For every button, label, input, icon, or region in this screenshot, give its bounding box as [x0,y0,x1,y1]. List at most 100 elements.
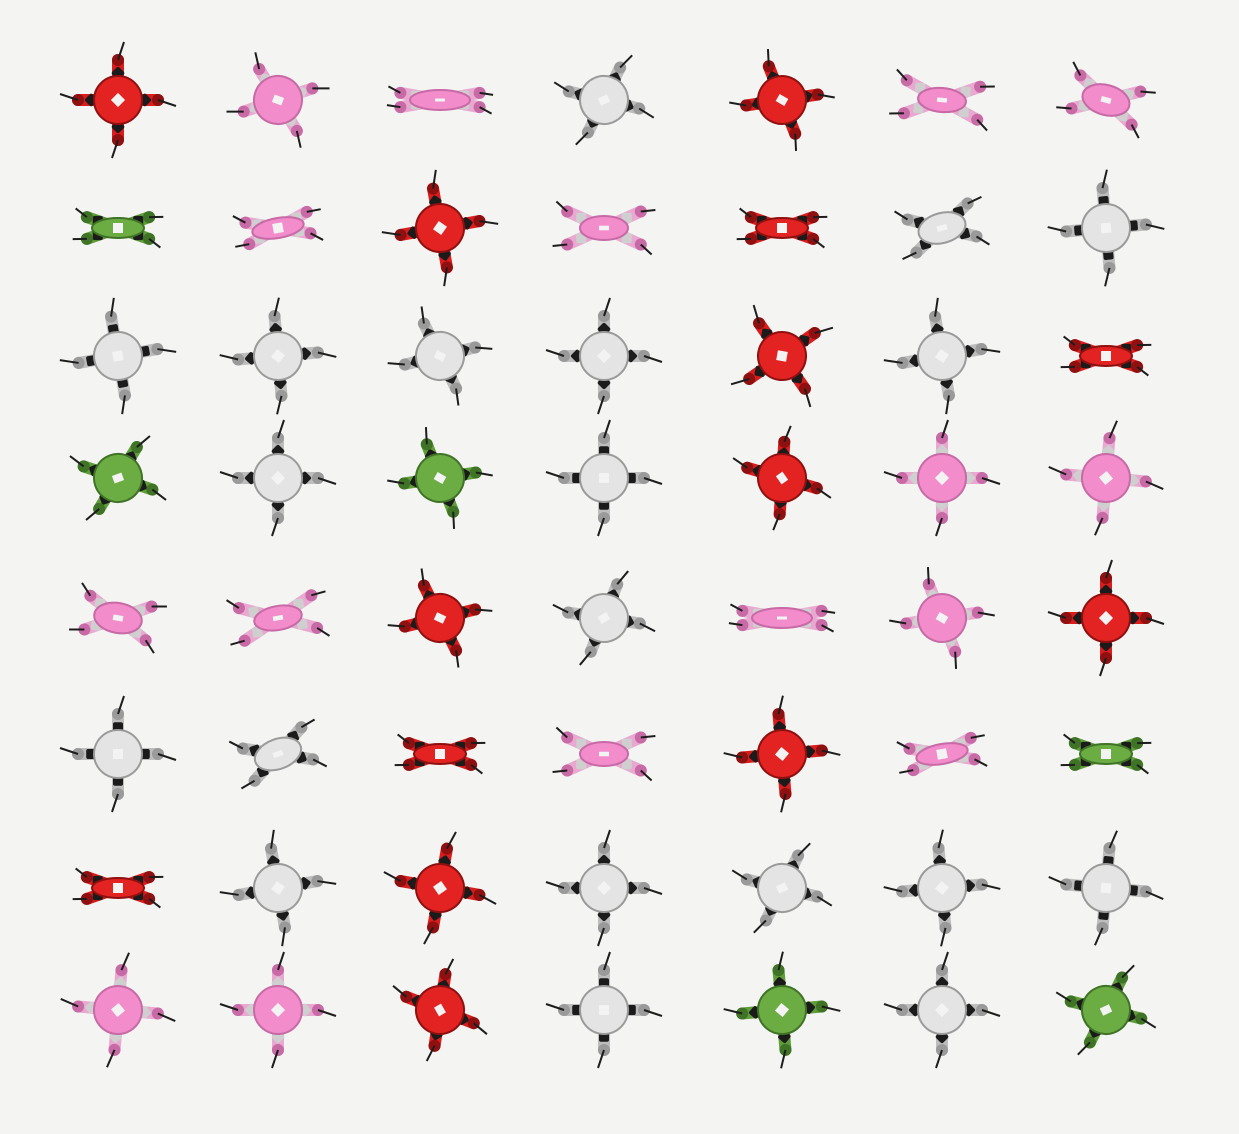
robot-gray-x-tilt [731,842,833,934]
robot-green-x-tilt [69,435,167,521]
robot-pin [432,169,437,189]
robot-pin [479,220,499,225]
robot-pin [772,513,781,531]
robot-top-plate [596,348,612,364]
robot-foot [1096,511,1109,524]
robot-foot [108,1043,121,1056]
robot-top-plate [597,612,611,624]
robot-pin [555,726,568,739]
robot-pin [883,886,903,893]
robot-pin [277,951,285,971]
robot-red-x-tilt [392,958,488,1062]
robot-foot [237,105,250,118]
robot-pin [144,639,155,654]
robot-pin [317,880,337,885]
robot-pin [455,388,460,406]
robot-top-plate [936,224,948,232]
robot-foot [633,617,646,630]
robot-top-plate [936,97,948,103]
robot-pin [397,733,410,744]
robot-gray-x-tilt [553,54,655,146]
robot-red-x [730,304,834,408]
robot-pin [883,359,903,364]
robot-foot [907,764,920,777]
robot-pin [1136,764,1149,775]
robot-pin [597,395,605,415]
robot-pin [1104,267,1111,287]
robot-pin [59,359,79,364]
robot-pin [883,1003,903,1011]
robot-pin [821,1005,841,1012]
robot-pin [780,793,787,813]
robot-pin [312,87,330,90]
robot-pin [300,718,316,729]
robot-foot [1060,878,1073,891]
robot-red-edge [736,207,828,249]
robot-pin [777,951,784,971]
robot-foot [779,787,792,800]
robot-pink-x [60,952,176,1068]
robot-pink-x-tilt [226,52,330,148]
robot-pink-edge [896,731,988,777]
robot-pink-flat [225,589,331,647]
robot-foot [975,878,988,891]
robot-pink-flat [552,200,656,256]
robot-pin [940,927,947,947]
robot-pin [1047,611,1067,619]
robot-pin [219,1003,239,1011]
robot-pin [136,435,151,448]
robot-gray-x [883,297,1001,415]
robot-red-edge [72,867,164,909]
robot-top-plate [774,746,790,762]
robot-green-x [723,951,841,1069]
robot-top-plate [775,471,789,485]
robot-pin [387,362,405,366]
robot-pin [148,238,161,249]
robot-pin [470,764,483,775]
robot-pin [75,867,88,878]
robot-pin [981,1009,1001,1017]
robot-top-plate [775,882,789,894]
robot-pink-tilt [1056,61,1156,139]
robot-pin [387,479,405,485]
robot-pin [271,517,279,537]
robot-pin [640,734,656,739]
robot-pin [619,54,633,69]
robot-pin [425,1045,436,1062]
robot-foot [974,80,987,93]
robot-pin [894,210,909,221]
robot-gray-x-tilt [387,306,493,406]
robot-foot [450,382,463,395]
robot-pink-x [883,419,1001,537]
robot-pin [1077,1041,1091,1056]
robot-pin [81,582,92,597]
robot-pin [254,52,261,70]
robot-top-plate [597,94,611,106]
robot-pin [157,1012,176,1022]
robot-foot [439,968,452,981]
robot-pin [317,351,337,358]
robot-pink-side [728,603,836,633]
robot-pin [1063,733,1076,744]
robot-red-x [59,41,177,159]
robot-pin [1056,106,1072,110]
robot-top-plate [1100,222,1112,234]
robot-pin [817,93,835,99]
robot-foot [1068,360,1081,373]
robot-foot [561,238,574,251]
robot-pin [766,49,770,67]
robot-gray-x [883,951,1001,1069]
robot-pin [225,599,240,609]
robot-pink-flat [552,726,656,782]
robot-top-plate [110,1002,126,1018]
robot-foot [394,875,407,888]
robot-pin [1055,991,1072,1003]
robot-foot [811,88,824,101]
robot-top-plate [435,98,445,102]
robot-joint [576,212,587,223]
robot-pin [120,952,130,971]
robot-pin [1140,90,1156,94]
robot-foot [815,604,828,617]
robot-pin [452,511,456,529]
robot-pin [603,951,611,971]
